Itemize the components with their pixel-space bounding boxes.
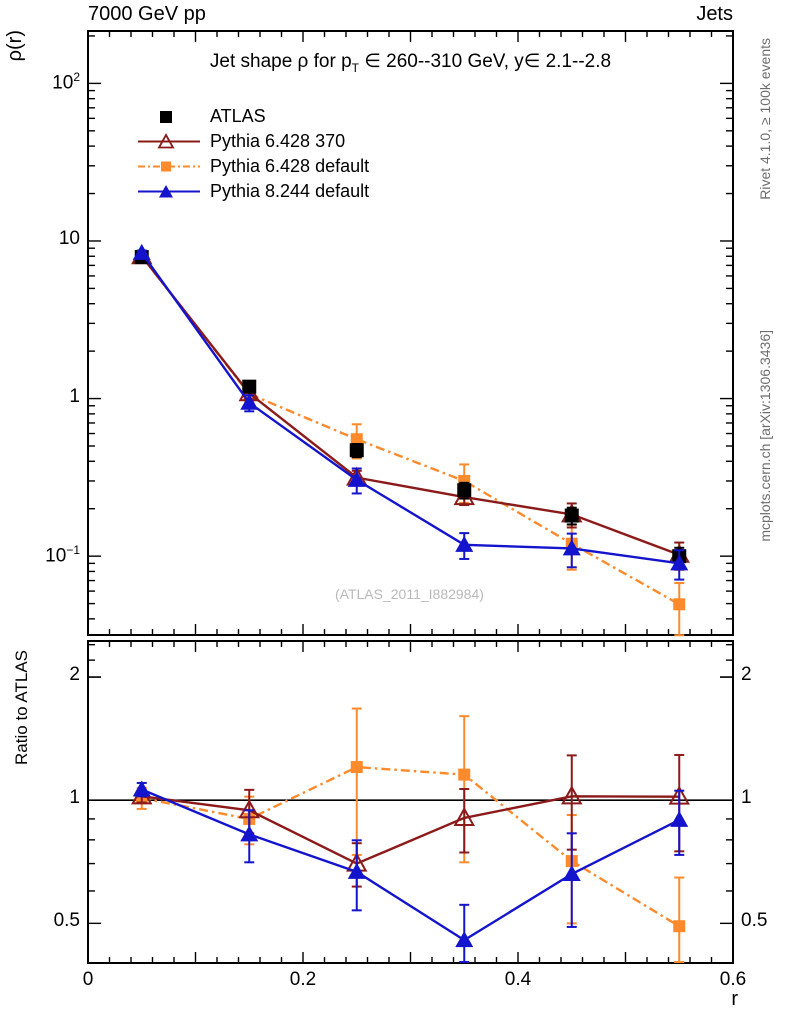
series-line [140, 255, 680, 606]
legend-label-atlas: ATLAS [210, 106, 266, 126]
header-left-label: 7000 GeV pp [88, 3, 206, 25]
main-panel-frame [87, 30, 734, 636]
y-tick-label-ratio-right: 2 [741, 664, 752, 686]
legend-symbol-pythia6-370 [136, 129, 202, 154]
y-tick-label-ratio-left: 1 [69, 787, 80, 809]
data-marker [347, 862, 366, 879]
data-marker [455, 535, 474, 552]
plot-title-pre: Jet shape ρ for p [209, 51, 352, 72]
series-line [141, 795, 680, 865]
y-tick-label-ratio-left: 0.5 [53, 910, 80, 932]
y-tick-label-main: 10−1 [45, 543, 80, 567]
data-marker [240, 825, 259, 842]
series-pythia8-default [132, 243, 689, 581]
data-marker [561, 785, 583, 805]
x-tick-label: 0.6 [719, 969, 747, 990]
data-marker [673, 920, 686, 933]
plot-title-sub: T [351, 60, 360, 75]
data-marker [562, 539, 581, 556]
data-marker [453, 806, 475, 826]
legend-item-pythia8-default[interactable]: Pythia 8.244 default [136, 179, 369, 204]
series-line [141, 788, 680, 942]
legend-label-pythia8-default: Pythia 8.244 default [210, 181, 370, 201]
data-marker [670, 554, 689, 571]
data-marker [132, 780, 151, 797]
legend-symbol-pythia6-default [136, 154, 202, 179]
x-tick-label: 0 [82, 969, 94, 990]
plot-title-post: ∈ 260--310 GeV, y∈ 2.1--2.8 [359, 51, 612, 72]
data-marker [670, 810, 689, 827]
y-tick-label-main: 102 [52, 70, 80, 94]
legend-label-pythia6-default: Pythia 6.428 default [210, 156, 370, 176]
data-marker [240, 393, 259, 410]
header-right-label: Jets [696, 3, 733, 25]
data-marker [458, 768, 471, 781]
legend-symbol-pythia8-default [136, 179, 202, 204]
data-marker [457, 483, 472, 498]
legend-item-pythia6-370[interactable]: Pythia 6.428 370 [136, 129, 369, 154]
legend-item-pythia6-default[interactable]: Pythia 6.428 default [136, 154, 369, 179]
legend-item-atlas[interactable]: ATLAS [136, 104, 369, 129]
data-marker [350, 761, 363, 774]
series-atlas [134, 250, 687, 567]
series-pythia6-370 [131, 245, 690, 571]
x-tick-label: 0.4 [504, 969, 532, 990]
series-pythia6-default [135, 250, 686, 637]
y-tick-label-ratio-right: 1 [741, 787, 752, 809]
data-marker [350, 433, 363, 446]
data-marker [455, 931, 474, 948]
data-marker [349, 443, 364, 458]
data-marker [347, 470, 366, 487]
data-marker [562, 865, 581, 882]
data-marker [564, 508, 579, 523]
series-line [140, 252, 680, 565]
legend-label-pythia6-370: Pythia 6.428 370 [210, 131, 346, 151]
plot-title: Jet shape ρ for pT ∈ 260--310 GeV, y∈ 2.… [88, 50, 733, 75]
series-line [140, 255, 680, 556]
y-tick-label-ratio-right: 0.5 [741, 910, 768, 932]
y-tick-label-ratio-left: 2 [69, 664, 80, 686]
x-axis-label: r [731, 988, 738, 1010]
y-tick-label-main: 10 [58, 227, 80, 249]
y-tick-label-main: 1 [69, 385, 80, 407]
dataset-watermark: (ATLAS_2011_I882984) [335, 586, 484, 602]
legend-symbol-atlas [136, 104, 202, 129]
data-marker [673, 598, 686, 611]
ratio-series-pythia8-default [132, 780, 689, 963]
data-marker [242, 379, 257, 394]
ratio-series-pythia6-default [135, 707, 686, 963]
x-tick-label: 0.2 [289, 969, 317, 990]
data-marker [132, 243, 151, 260]
series-line [141, 765, 680, 928]
legend: ATLAS Pythia 6.428 370 Pythia 6.428 defa… [136, 104, 369, 204]
